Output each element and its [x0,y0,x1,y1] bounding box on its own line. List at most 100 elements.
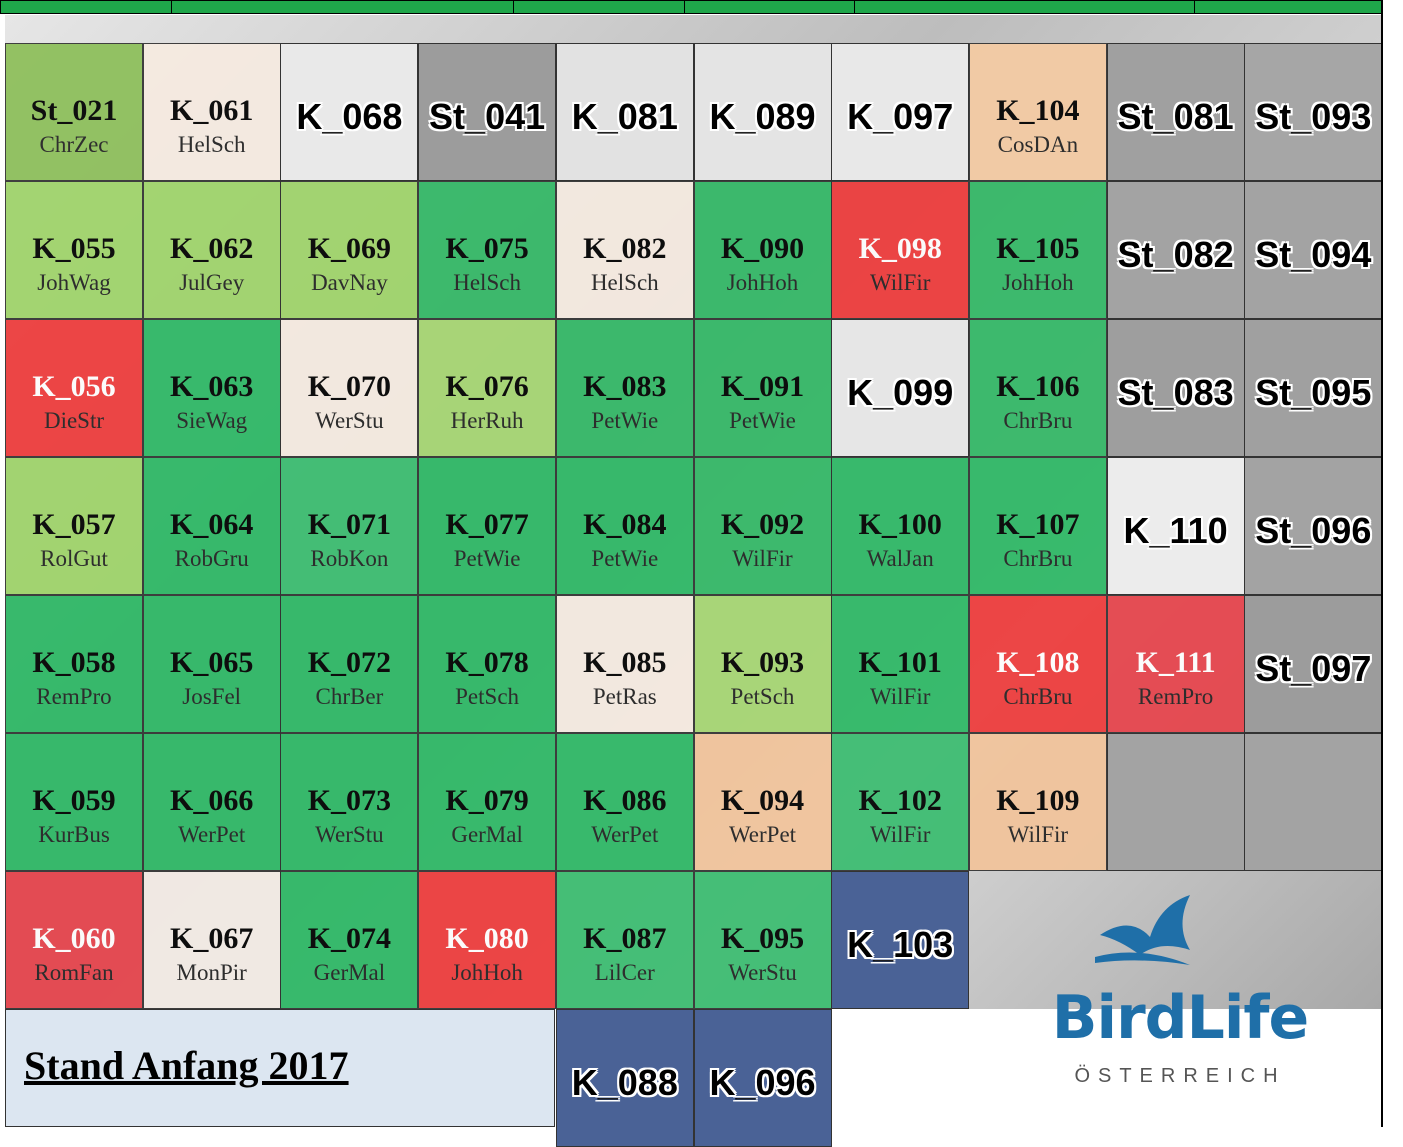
cell-code: K_065 [144,646,280,680]
cell-code: K_090 [695,232,831,266]
cell-code: K_095 [695,922,831,956]
cell-observer: PetWie [419,546,555,572]
cell-code: St_095 [1245,372,1381,414]
cell-observer: WilFir [832,822,968,848]
grid-cell: St_041 [418,43,556,181]
cell-code: K_105 [970,232,1106,266]
grid-cell: K_096 [694,1009,832,1147]
cell-code: K_056 [6,370,142,404]
cell-observer: SieWag [144,408,280,434]
grid-cell [1244,733,1382,871]
cell-code: K_068 [281,96,417,138]
cell-code: K_098 [832,232,968,266]
cell-code: K_097 [832,96,968,138]
cell-observer: PetSch [695,684,831,710]
cell-observer: JohHoh [970,270,1106,296]
grid-cell: K_069 DavNay [280,181,418,319]
top-bar [0,0,1383,14]
cell-code: K_071 [281,508,417,542]
cell-observer: DavNay [281,270,417,296]
grid-cell: St_082 [1107,181,1245,319]
cell-observer: ChrZec [6,132,142,158]
cell-code: K_067 [144,922,280,956]
cell-observer: JulGey [144,270,280,296]
cell-observer: WerStu [695,960,831,986]
cell-observer: HerRuh [419,408,555,434]
cell-code: K_062 [144,232,280,266]
cell-observer: ChrBer [281,684,417,710]
grid-cell: K_103 [831,871,969,1009]
cell-code: K_104 [970,94,1106,128]
cell-code: St_093 [1245,96,1381,138]
cell-code: St_021 [6,94,142,128]
grid-cell: K_056 DieStr [5,319,143,457]
cell-code: K_060 [6,922,142,956]
grid-cell: K_097 [831,43,969,181]
cell-observer: MonPir [144,960,280,986]
grid-cell: K_099 [831,319,969,457]
cell-code: K_073 [281,784,417,818]
cell-observer: WilFir [832,684,968,710]
cell-code: K_092 [695,508,831,542]
cell-observer: WerPet [557,822,693,848]
cell-code: K_093 [695,646,831,680]
grid-cell: St_081 [1107,43,1245,181]
cell-observer: GerMal [419,822,555,848]
cell-code: K_057 [6,508,142,542]
cell-code: K_066 [144,784,280,818]
cell-code: K_084 [557,508,693,542]
cell-code: K_087 [557,922,693,956]
cell-code: St_083 [1108,372,1244,414]
logo: BirdLife ÖSTERREICH [1040,895,1320,1095]
frame [1381,0,1383,1127]
cell-observer: RemPro [1108,684,1244,710]
page: St_021ChrZecK_061HelSchK_068St_041K_081K… [0,0,1403,1127]
cell-observer: HelSch [419,270,555,296]
grid-cell: K_072 ChrBer [280,595,418,733]
grid-cell: K_087 LilCer [556,871,694,1009]
cell-code: K_091 [695,370,831,404]
cell-observer: WalJan [832,546,968,572]
grid-cell: K_104 CosDAn [969,43,1107,181]
grid-cell: K_081 [556,43,694,181]
cell-code: K_107 [970,508,1106,542]
cell-code: K_069 [281,232,417,266]
cell-observer: WilFir [970,822,1106,848]
cell-observer: ChrBru [970,408,1106,434]
cell-observer: JohWag [6,270,142,296]
cell-code: St_041 [419,96,555,138]
cell-observer: DieStr [6,408,142,434]
grid-cell: St_097 [1244,595,1382,733]
cell-observer: RemPro [6,684,142,710]
cell-observer: LilCer [557,960,693,986]
cell-code: K_072 [281,646,417,680]
cell-observer: CosDAn [970,132,1106,158]
grid-cell: St_094 [1244,181,1382,319]
grid-cell: K_105 JohHoh [969,181,1107,319]
grid-cell: K_095 WerStu [694,871,832,1009]
cell-code: K_077 [419,508,555,542]
cell-code: K_110 [1108,510,1244,552]
cell-code: St_094 [1245,234,1381,276]
